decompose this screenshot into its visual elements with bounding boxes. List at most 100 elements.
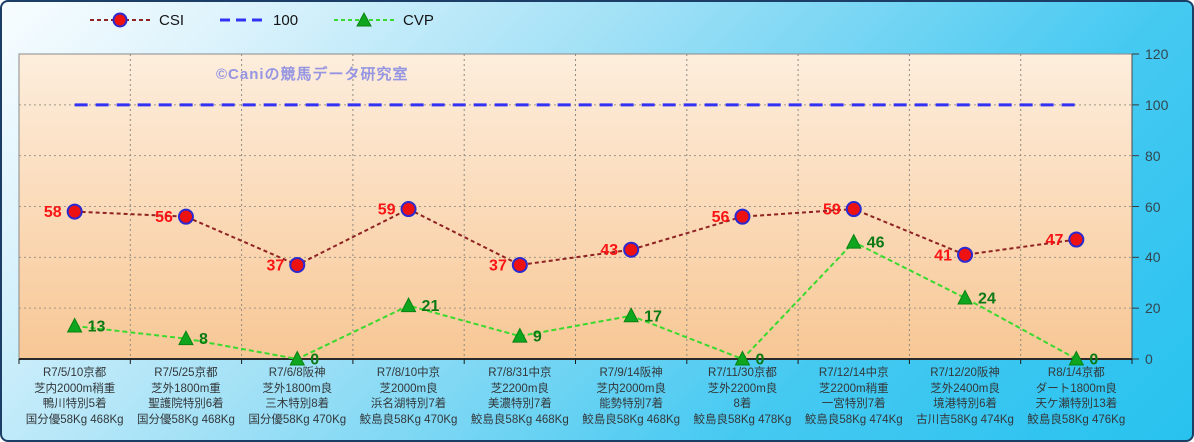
x-category-label-line: 能勢特別7着 (599, 398, 664, 410)
x-category-label-line: 芝外1800m良 (262, 382, 333, 395)
x-category-label: R7/8/10中京 芝2000m良 浜名湖特別7着 鮫島良58Kg 470Kg (343, 366, 474, 428)
csi-marker (66, 203, 83, 220)
x-category-label-line: R7/8/31中京 (488, 367, 552, 379)
cvp-value-label: 0 (755, 352, 764, 369)
x-category-label: R7/12/14中京 芝2200m稍重 一宮特別7着 鮫島良58Kg 474Kg (788, 366, 919, 428)
x-category-label-line: 天ケ瀬特別13着 (1035, 398, 1118, 410)
csi-marker (511, 256, 528, 273)
x-category-label-line: 芝外1800m重 (151, 382, 221, 395)
cvp-marker (1068, 350, 1085, 366)
csi-marker (400, 201, 417, 218)
x-category-label-line: 鴨川特別5着 (42, 398, 107, 410)
x-category-label-line: R7/5/10京都 (43, 367, 107, 379)
chart-legend: CSI 100 CVP (88, 8, 434, 32)
x-category-label-line: 鮫島良58Kg 478Kg (693, 413, 792, 426)
x-category-label-line: R8/1/4京都 (1047, 367, 1105, 379)
x-category-label-line: 一宮特別7着 (821, 398, 886, 410)
csi-value-label: 59 (823, 202, 841, 219)
csi-value-label: 37 (266, 257, 284, 274)
x-category-label-line: 鮫島良58Kg 470Kg (359, 413, 458, 426)
csi-marker (845, 201, 862, 218)
x-category-label-line: R7/11/30京都 (708, 367, 777, 379)
x-category-label-line: R7/9/14阪神 (599, 367, 663, 379)
legend-label-cvp: CVP (403, 11, 434, 29)
legend-label-100: 100 (273, 11, 299, 29)
csi-marker (177, 208, 194, 225)
cvp-value-label: 46 (867, 235, 885, 252)
cvp-marker (845, 233, 862, 249)
cvp-value-label: 8 (199, 331, 208, 348)
csi-marker (289, 256, 306, 273)
csi-value-label: 41 (934, 247, 952, 264)
y-tick-label: 40 (1145, 249, 1161, 266)
y-tick-label: 120 (1145, 46, 1169, 62)
csi-marker (734, 208, 751, 225)
x-category-label-line: 8着 (733, 398, 752, 410)
y-tick-label: 80 (1145, 147, 1161, 164)
csi-line-sample-icon (90, 12, 150, 28)
cvp-value-label: 0 (310, 352, 319, 369)
x-category-label-line: 鮫島良58Kg 468Kg (470, 413, 569, 426)
cvp-marker (623, 307, 639, 323)
csi-value-label: 58 (44, 204, 62, 221)
cvp-marker (512, 327, 528, 343)
x-category-label-line: 鮫島良58Kg 476Kg (1027, 413, 1126, 426)
cvp-marker (400, 297, 417, 313)
legend-item-100: 100 (218, 11, 298, 29)
x-category-label-line: R7/5/25京都 (154, 367, 218, 379)
cvp-value-label: 24 (978, 291, 996, 308)
y-tick-label: 60 (1145, 198, 1161, 215)
csi-marker (1068, 231, 1085, 248)
cvp-marker (957, 289, 973, 305)
csi-value-label: 56 (155, 209, 173, 226)
cvp-marker (289, 350, 306, 366)
x-category-label-line: 国分優58Kg 468Kg (25, 413, 124, 426)
y-tick-label: 100 (1145, 96, 1169, 113)
x-category-label-line: 古川吉58Kg 474Kg (916, 413, 1014, 426)
x-category-label-line: 境港特別6着 (933, 398, 997, 410)
cvp-marker (66, 317, 83, 333)
x-category-label-line: 浜名湖特別7着 (370, 398, 447, 410)
legend-item-cvp: CVP (332, 11, 434, 29)
x-category-label-line: R7/6/8阪神 (268, 367, 326, 379)
cvp-value-label: 13 (88, 318, 106, 335)
x-category-label-line: 国分優58Kg 470Kg (248, 413, 347, 426)
x-category-label-line: 鮫島良58Kg 474Kg (804, 413, 903, 426)
hundred-line-sample-icon (220, 18, 265, 22)
x-category-label: R7/5/10京都 芝内2000m稍重 鴨川特別5着国分優58Kg 468Kg (9, 366, 140, 428)
csi-value-label: 43 (600, 242, 618, 259)
csi-value-label: 56 (712, 209, 730, 226)
y-tick-label: 0 (1145, 351, 1153, 367)
legend-item-csi: CSI (88, 11, 184, 29)
x-category-label-line: 芝外2200m良 (707, 382, 778, 395)
x-category-label: R8/1/4京都 ダート1800m良 天ケ瀬特別13着 鮫島良58Kg 476Kg (1011, 366, 1142, 428)
csi-value-label: 37 (489, 257, 507, 274)
x-category-label-line: 美濃特別7着 (487, 398, 552, 410)
csi-value-label: 47 (1046, 232, 1064, 249)
x-category-label: R7/9/14阪神 芝内2000m良 能勢特別7着鮫島良58Kg 468Kg (566, 366, 697, 428)
x-category-label: R7/12/20阪神 芝外2400m良 境港特別6着古川吉58Kg 474Kg (899, 366, 1030, 428)
x-category-label-line: 芝外2400m良 (930, 382, 1000, 395)
x-category-label: R7/6/8阪神 芝外1800m良 三木特別8着 国分優58Kg 470Kg (232, 366, 363, 428)
csi-marker (957, 246, 974, 263)
csi-line (74, 207, 1077, 267)
x-category-label-line: 芝内2000m稍重 (34, 382, 116, 395)
cvp-marker (734, 350, 751, 366)
y-tick-label: 20 (1145, 300, 1161, 317)
cvp-line (74, 240, 1077, 361)
x-category-label-line: 鮫島良58Kg 468Kg (582, 413, 681, 426)
x-category-label-line: ダート1800m良 (1035, 382, 1117, 395)
x-category-label-line: R7/12/20阪神 (930, 367, 1000, 379)
x-category-label: R7/5/25京都 芝外1800m重 聖護院特別6着 国分優58Kg 468Kg (120, 366, 251, 428)
x-category-label: R7/11/30京都 芝外2200m良 8着鮫島良58Kg 478Kg (677, 366, 808, 428)
cvp-value-label: 17 (644, 308, 662, 325)
watermark-text: ©Caniの競馬データ研究室 (216, 66, 409, 83)
cvp-marker (178, 330, 194, 346)
x-category-label-line: 芝内2000m良 (596, 382, 666, 395)
cvp-value-label: 0 (1089, 352, 1098, 369)
x-category-label: R7/8/31中京 芝2200m良 美濃特別7着鮫島良58Kg 468Kg (454, 366, 585, 428)
csi-value-label: 59 (378, 202, 396, 219)
x-category-label-line: 芝2200m良 (490, 382, 549, 395)
legend-label-csi: CSI (159, 11, 185, 29)
